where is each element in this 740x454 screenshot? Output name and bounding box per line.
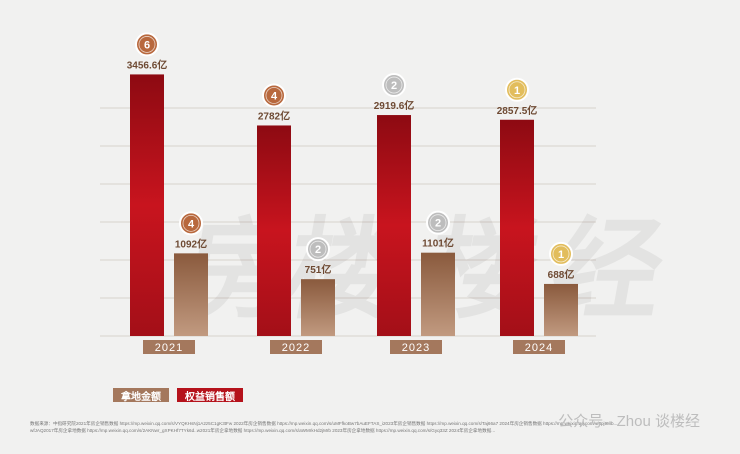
footer-line-1: 数据来源：中指研究院2021年房企销售数据 https://mp.weixin.… <box>30 421 618 426</box>
bar-land-amount <box>544 283 578 336</box>
value-label: 1092亿 <box>175 237 207 250</box>
data-source-footer: 数据来源：中指研究院2021年房企销售数据 https://mp.weixin.… <box>30 420 720 436</box>
svg-text:2024: 2024 <box>525 342 553 354</box>
rank-medal-icon: 2 <box>382 73 406 98</box>
rank-medal-icon: 1 <box>505 77 529 102</box>
rank-medal-icon: 2 <box>426 210 450 235</box>
year-label: 2022 <box>270 340 322 354</box>
svg-text:2: 2 <box>435 218 441 230</box>
year-label: 2021 <box>143 340 195 354</box>
svg-text:2: 2 <box>315 244 321 256</box>
value-label: 688亿 <box>548 268 575 281</box>
bar-equity-sales <box>500 119 534 336</box>
svg-text:2: 2 <box>391 80 397 92</box>
value-label: 2857.5亿 <box>497 104 538 117</box>
svg-text:6: 6 <box>144 39 150 51</box>
rank-medal-icon: 4 <box>262 83 286 108</box>
svg-text:2023: 2023 <box>402 342 430 354</box>
bar-equity-sales <box>130 74 164 336</box>
value-label: 751亿 <box>305 263 332 276</box>
rank-medal-icon: 2 <box>306 237 330 262</box>
bar-equity-sales <box>377 115 411 336</box>
value-label: 3456.6亿 <box>127 58 168 71</box>
svg-text:1: 1 <box>514 85 520 97</box>
year-label: 2023 <box>390 340 442 354</box>
svg-text:1: 1 <box>558 249 564 261</box>
bar-equity-sales <box>257 125 291 336</box>
value-label: 2919.6亿 <box>374 99 415 112</box>
brand-watermark: 公众号 · Zhou 谈楼经 <box>558 413 700 430</box>
svg-text:4: 4 <box>271 90 278 102</box>
svg-text:4: 4 <box>188 218 195 230</box>
bar-land-amount <box>421 252 455 336</box>
svg-text:2021: 2021 <box>155 342 183 354</box>
year-label: 2024 <box>513 340 565 354</box>
value-label: 1101亿 <box>422 237 454 250</box>
legend-equity-sales: 权益销售额 <box>177 388 243 403</box>
legend-land-amount: 拿地金额 <box>113 388 169 403</box>
rank-medal-icon: 1 <box>549 241 573 266</box>
bar-land-amount <box>301 279 335 336</box>
rank-medal-icon: 4 <box>179 211 203 236</box>
rank-medal-icon: 6 <box>135 32 159 57</box>
legend: 拿地金额 权益销售额 <box>113 388 243 403</box>
footer-line-2: wfJAQ2017年房企拿地数据 https://mp.weixin.qq.co… <box>30 428 496 433</box>
bar-land-amount <box>174 253 208 336</box>
svg-text:2022: 2022 <box>282 342 310 354</box>
value-label: 2782亿 <box>258 109 290 122</box>
